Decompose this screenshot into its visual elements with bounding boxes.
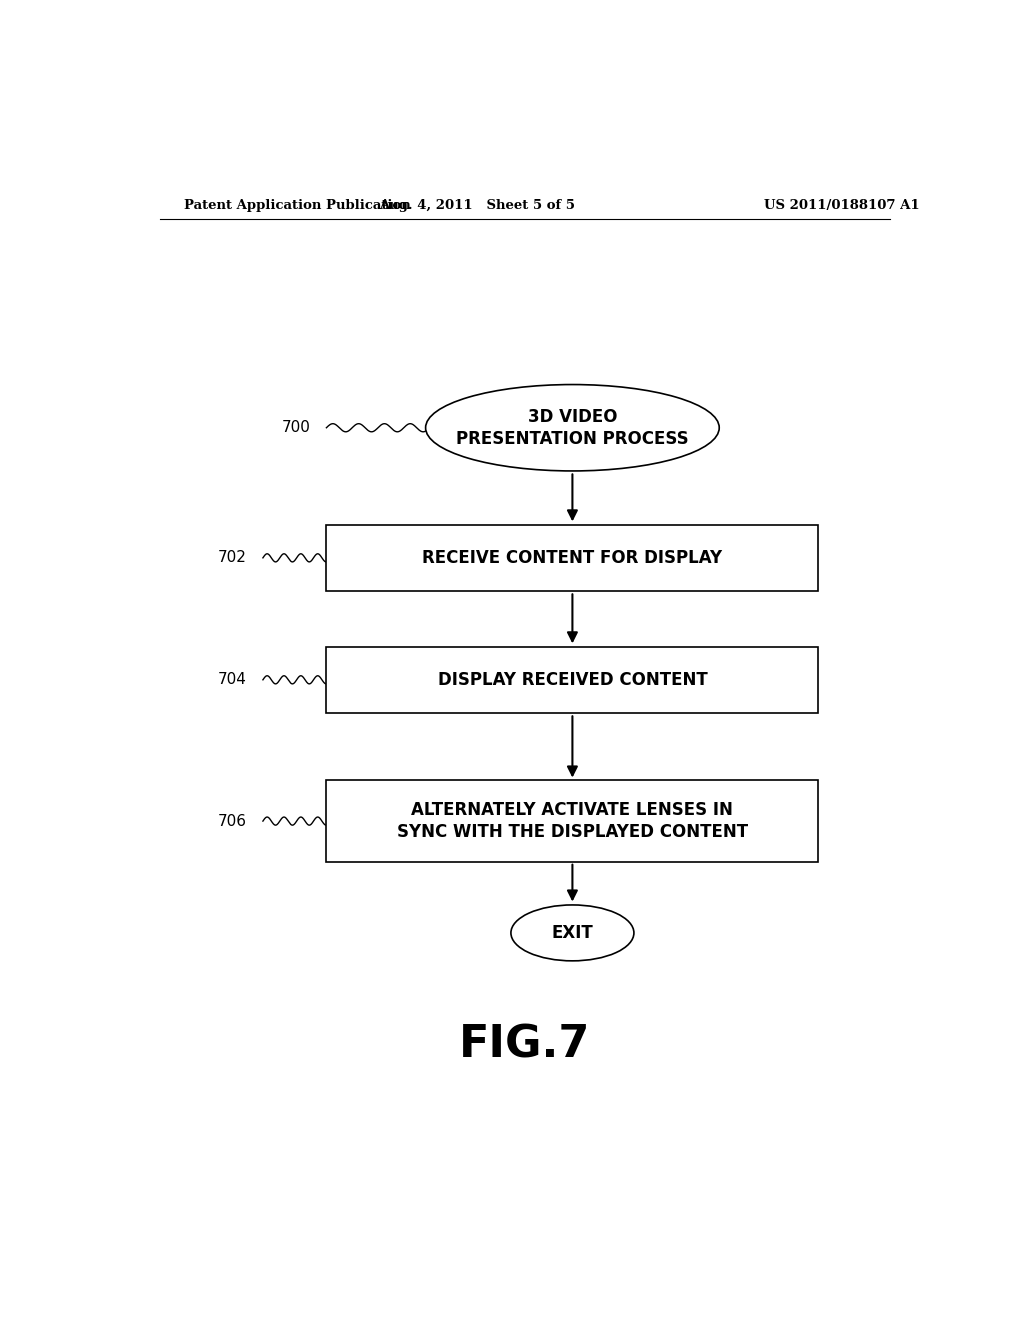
FancyBboxPatch shape <box>327 647 818 713</box>
FancyBboxPatch shape <box>327 525 818 591</box>
Text: 700: 700 <box>282 420 310 436</box>
Ellipse shape <box>426 384 719 471</box>
Text: 706: 706 <box>218 813 247 829</box>
Text: RECEIVE CONTENT FOR DISPLAY: RECEIVE CONTENT FOR DISPLAY <box>422 549 723 566</box>
Ellipse shape <box>511 906 634 961</box>
Text: US 2011/0188107 A1: US 2011/0188107 A1 <box>765 198 920 211</box>
Text: ALTERNATELY ACTIVATE LENSES IN
SYNC WITH THE DISPLAYED CONTENT: ALTERNATELY ACTIVATE LENSES IN SYNC WITH… <box>397 801 748 841</box>
Text: FIG.7: FIG.7 <box>459 1023 591 1067</box>
Text: EXIT: EXIT <box>552 924 593 942</box>
Text: 3D VIDEO
PRESENTATION PROCESS: 3D VIDEO PRESENTATION PROCESS <box>456 408 689 447</box>
Text: 704: 704 <box>218 672 247 688</box>
Text: Patent Application Publication: Patent Application Publication <box>183 198 411 211</box>
FancyBboxPatch shape <box>327 780 818 862</box>
Text: 702: 702 <box>218 550 247 565</box>
Text: Aug. 4, 2011   Sheet 5 of 5: Aug. 4, 2011 Sheet 5 of 5 <box>379 198 575 211</box>
Text: DISPLAY RECEIVED CONTENT: DISPLAY RECEIVED CONTENT <box>437 671 708 689</box>
